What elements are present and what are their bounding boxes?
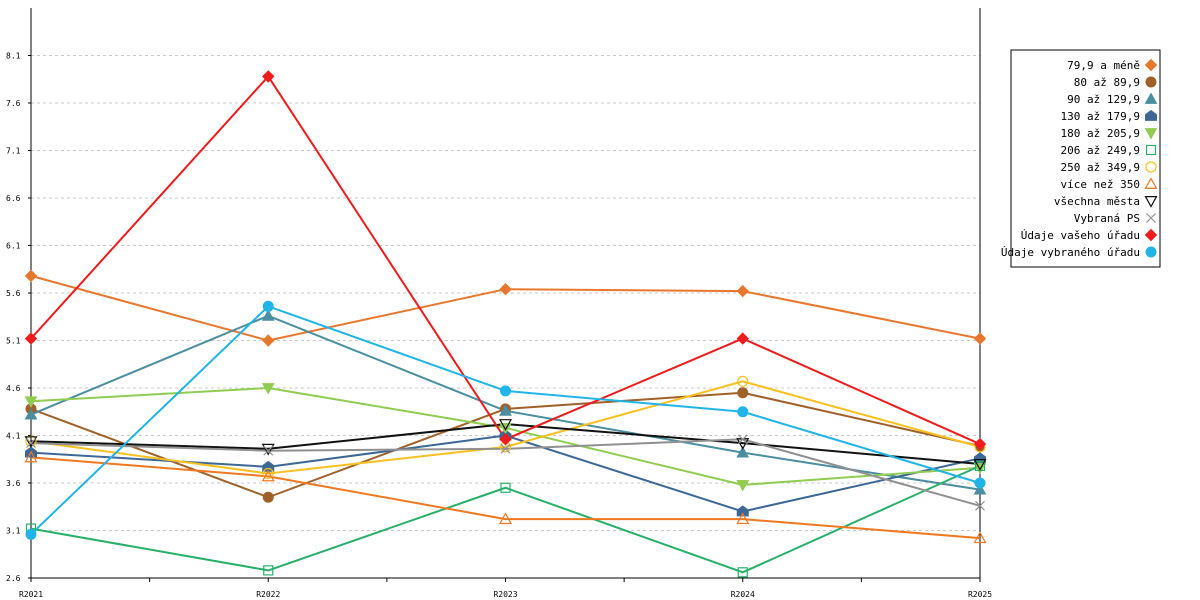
legend-marker-5 [1144, 128, 1158, 140]
data-point-8-5 [973, 531, 987, 544]
series-line-6 [30, 464, 981, 574]
x-tick-label: R2025 [968, 590, 992, 599]
data-point-8-2 [261, 469, 275, 482]
legend-marker-9 [1144, 196, 1158, 208]
data-point-11-1 [24, 332, 38, 345]
data-point-1-2 [262, 334, 275, 347]
data-point-6-4 [737, 567, 748, 578]
legend-label: 90 až 129,9 [1067, 93, 1140, 106]
data-point-10-2 [263, 445, 274, 456]
data-point-8-3 [498, 512, 513, 525]
legend-label: 250 až 349,9 [1061, 161, 1140, 174]
x-tick-label: R2024 [731, 590, 755, 599]
data-point-10-4 [737, 434, 748, 445]
y-tick-label: 7.6 [6, 99, 21, 108]
data-point-4-5 [974, 452, 986, 464]
legend-marker-12 [1145, 246, 1157, 258]
data-point-12-2 [262, 300, 274, 312]
x-tick-label: R2022 [256, 590, 280, 599]
legend-marker-6 [1145, 144, 1157, 156]
data-point-9-3 [498, 419, 513, 431]
data-point-6-2 [263, 565, 274, 576]
legend-label: 80 až 89,9 [1074, 76, 1140, 89]
data-point-9-5 [973, 459, 987, 471]
data-point-5-4 [736, 480, 750, 492]
data-point-10-3 [500, 443, 511, 454]
legend-label: 130 až 179,9 [1061, 110, 1140, 123]
legend-marker-4 [1145, 109, 1157, 121]
data-point-10-5 [975, 500, 985, 511]
y-axis-tick-labels: 2.6 3.1 3.6 4.1 4.6 5.1 5.6 6.1 6.6 7.1 7.6 8.1 [6, 52, 21, 584]
data-point-12-5 [974, 477, 986, 489]
data-point-11-3 [499, 433, 512, 446]
y-tick-label: 4.1 [6, 432, 21, 441]
y-tick-label: 3.1 [6, 527, 21, 536]
data-point-4-4 [736, 505, 749, 517]
series-line-8 [30, 456, 981, 540]
y-tick-label: 5.1 [6, 337, 21, 346]
y-tick-label: 4.6 [6, 384, 21, 393]
data-point-1-4 [736, 284, 749, 298]
data-point-11-2 [262, 70, 275, 83]
chart-axes [28, 8, 981, 582]
legend-marker-11 [1144, 228, 1158, 242]
data-point-6-3 [500, 482, 511, 493]
legend-label: 206 až 249,9 [1061, 144, 1140, 157]
legend-label: více než 350 [1061, 178, 1140, 191]
data-point-1-1 [24, 269, 38, 283]
y-tick-label: 6.1 [6, 242, 21, 251]
data-point-5-2 [261, 383, 275, 395]
legend: 79,9 a méně 80 až 89,9 90 až 129,9 130 až 1… [1001, 49, 1161, 268]
data-point-1-3 [499, 282, 512, 296]
data-point-7-4 [737, 375, 749, 387]
data-point-3-3 [499, 404, 512, 416]
y-tick-label: 6.6 [6, 194, 21, 203]
data-point-5-1 [24, 396, 38, 408]
y-tick-label: 5.6 [6, 289, 21, 298]
data-point-9-1 [24, 436, 38, 448]
x-tick-label: R2021 [19, 590, 43, 599]
legend-label: Údaje vybraného úřadu [1001, 246, 1140, 259]
data-point-12-3 [500, 385, 511, 397]
x-axis-tick-labels: R2021 R2022 R2023 R2024 R2025 [19, 590, 992, 599]
legend-marker-8 [1144, 177, 1158, 189]
data-point-8-4 [736, 512, 750, 525]
legend-box [1010, 49, 1161, 268]
data-point-7-2 [262, 467, 274, 480]
data-point-1-5 [973, 332, 987, 345]
data-point-12-1 [25, 528, 37, 540]
data-point-11-5 [973, 437, 987, 451]
legend-marker-7 [1145, 161, 1157, 173]
data-point-3-1 [24, 408, 38, 420]
series-line-3 [30, 314, 981, 491]
y-tick-label: 8.1 [6, 52, 21, 61]
data-point-2-4 [737, 387, 749, 399]
series-markers [24, 70, 987, 578]
data-point-8-1 [24, 450, 38, 463]
legend-label: 180 až 205,9 [1061, 127, 1140, 140]
legend-label: všechna města [1054, 195, 1140, 208]
legend-marker-1 [1144, 58, 1158, 72]
data-point-11-4 [736, 332, 749, 345]
legend-marker-3 [1144, 92, 1158, 104]
data-point-3-5 [973, 483, 987, 495]
x-tick-label: R2023 [493, 590, 517, 599]
data-point-10-1 [26, 438, 36, 449]
data-point-12-4 [737, 406, 749, 418]
data-point-3-4 [736, 446, 750, 458]
series-line-7 [30, 380, 981, 475]
legend-marker-2 [1145, 76, 1157, 88]
legend-label: Vybraná PS [1074, 212, 1140, 225]
data-point-9-2 [261, 443, 275, 456]
data-point-3-2 [261, 309, 275, 321]
legend-label: Údaje vašeho úřadu [1021, 229, 1140, 242]
y-tick-label: 2.6 [6, 574, 21, 583]
legend-label: 79,9 a méně [1067, 59, 1140, 72]
legend-marker-10 [1146, 213, 1156, 223]
y-tick-label: 3.6 [6, 479, 21, 488]
data-point-2-2 [262, 491, 274, 503]
y-tick-label: 7.1 [6, 147, 21, 156]
